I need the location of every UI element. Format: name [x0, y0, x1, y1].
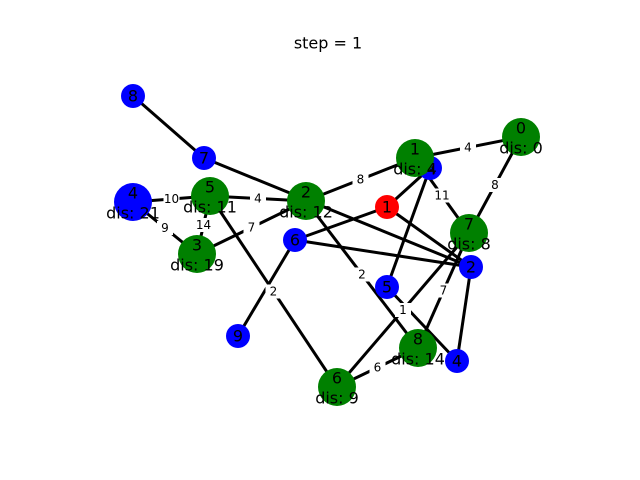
blue-node-label-8: 8 — [128, 87, 138, 106]
green-node-2 — [287, 182, 325, 220]
green-node-label-8: 8 — [413, 330, 423, 349]
edge-weight-1-2: 8 — [357, 173, 365, 187]
blue-edge-1-6 — [294, 205, 388, 242]
green-node-distance-0: dis: 0 — [499, 139, 543, 158]
edge-weight-bg — [243, 220, 260, 235]
green-node-distance-3: dis: 19 — [170, 256, 224, 275]
edge-weight-5-4: 10 — [164, 192, 179, 206]
green-node-distance-5: dis: 11 — [183, 198, 237, 217]
edge-weight-bg — [352, 172, 369, 187]
edge-weight-0-1: 4 — [464, 141, 472, 155]
edge-weight-bg — [395, 303, 411, 317]
edge-weight-5-6: 2 — [270, 285, 278, 299]
green-node-label-6: 6 — [332, 369, 342, 388]
edge-weight-7-8: 7 — [440, 284, 448, 298]
edge-weight-2-3: 7 — [248, 221, 256, 235]
edge-weight-7-6: 1 — [399, 303, 407, 317]
green-node-distance-7: dis: 8 — [447, 235, 491, 254]
blue-node-5 — [375, 275, 399, 299]
blue-node-label-9: 9 — [233, 327, 243, 346]
green-node-label-4: 4 — [128, 184, 138, 203]
edges-blue-graph — [132, 94, 473, 363]
blue-node-4 — [445, 349, 469, 373]
blue-node-7 — [192, 146, 216, 170]
edge-weight-bg — [487, 178, 503, 192]
edge-weight-bg — [250, 191, 266, 206]
green-node-distance-2: dis: 12 — [279, 203, 333, 222]
edge-weight-bg — [195, 218, 212, 232]
blue-node-label-1: 1 — [382, 198, 392, 217]
blue-edge-8-7 — [132, 94, 205, 160]
edge-weight-bg — [354, 267, 370, 282]
green-node-5 — [191, 177, 229, 215]
blue-node-label-2: 2 — [466, 258, 476, 277]
edge-weight-bg — [434, 188, 450, 203]
edge-weight-bg — [157, 221, 173, 235]
green-node-4 — [114, 183, 152, 221]
green-node-label-2: 2 — [301, 183, 311, 202]
green-node-7 — [450, 214, 488, 252]
blue-node-1 — [375, 195, 399, 219]
blue-node-6 — [283, 228, 307, 252]
edge-weight-bg — [265, 284, 282, 299]
blue-edge-7-2 — [203, 156, 472, 269]
green-node-1 — [396, 139, 434, 177]
edge-weight-6-8: 6 — [374, 361, 382, 375]
plot-title: step = 1 — [294, 34, 362, 53]
edge-weight-5-3: 14 — [196, 218, 211, 232]
blue-node-8 — [121, 84, 145, 108]
green-node-distance-4: dis: 21 — [106, 204, 160, 223]
green-node-3 — [178, 235, 216, 273]
edge-weight-bg — [435, 283, 452, 298]
blue-edge-5-4 — [385, 285, 459, 363]
blue-node-9 — [226, 324, 250, 348]
blue-node-label-4: 4 — [452, 352, 462, 371]
blue-node-label-7: 7 — [199, 149, 209, 168]
green-node-0 — [502, 118, 540, 156]
blue-node-2 — [459, 255, 483, 279]
green-node-distance-8: dis: 14 — [391, 350, 445, 369]
green-node-label-0: 0 — [516, 119, 526, 138]
blue-edge-A-5 — [385, 167, 432, 288]
green-node-label-1: 1 — [410, 140, 420, 159]
green-node-distance-1: dis: 4 — [393, 160, 437, 179]
edge-weight-1-7: 11 — [434, 189, 449, 203]
edge-weight-bg — [369, 360, 386, 375]
edge-weight-bg — [163, 192, 180, 206]
edge-weight-2-8: 2 — [358, 268, 366, 282]
green-node-label-3: 3 — [192, 236, 202, 255]
green-node-label-7: 7 — [464, 215, 474, 234]
edge-weight-0-7: 8 — [491, 178, 499, 192]
blue-edge-2-4 — [455, 266, 473, 362]
edge-weight-bg — [460, 140, 476, 155]
green-node-distance-6: dis: 9 — [315, 389, 359, 408]
blue-edge-6-2 — [294, 238, 472, 269]
green-node-label-5: 5 — [205, 178, 215, 197]
blue-node-label-5: 5 — [382, 278, 392, 297]
edge-weight-3-4: 9 — [161, 221, 169, 235]
blue-node-label-6: 6 — [290, 231, 300, 250]
green-node-8 — [399, 329, 437, 367]
green-node-6 — [318, 368, 356, 406]
edge-weight-2-5: 4 — [254, 192, 262, 206]
